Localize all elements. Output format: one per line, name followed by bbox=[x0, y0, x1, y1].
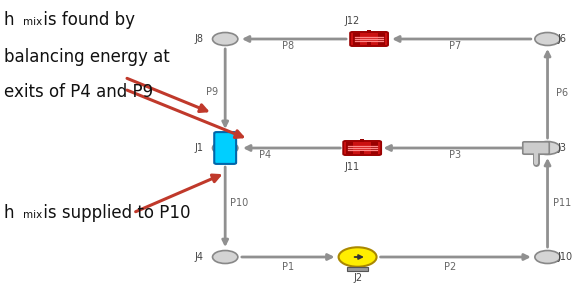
Text: P8: P8 bbox=[282, 41, 295, 52]
FancyBboxPatch shape bbox=[214, 132, 236, 164]
Circle shape bbox=[212, 250, 238, 263]
Circle shape bbox=[535, 141, 560, 155]
Text: J6: J6 bbox=[557, 34, 567, 44]
Text: P9: P9 bbox=[207, 87, 219, 97]
Circle shape bbox=[339, 247, 377, 267]
Circle shape bbox=[345, 250, 370, 263]
Text: P6: P6 bbox=[556, 89, 568, 99]
Text: mix: mix bbox=[23, 210, 42, 220]
Circle shape bbox=[357, 33, 382, 46]
Bar bbox=[347, 267, 368, 271]
Text: P10: P10 bbox=[230, 197, 249, 207]
Text: J11: J11 bbox=[344, 162, 359, 172]
Circle shape bbox=[535, 33, 560, 46]
Text: mix: mix bbox=[23, 17, 42, 27]
Bar bbox=[372, 142, 379, 154]
Text: exits of P4 and P9: exits of P4 and P9 bbox=[3, 83, 153, 101]
Text: P4: P4 bbox=[260, 150, 272, 160]
Text: is supplied to P10: is supplied to P10 bbox=[38, 204, 190, 222]
Text: J10: J10 bbox=[557, 252, 572, 262]
Text: P3: P3 bbox=[449, 150, 462, 160]
Text: h: h bbox=[3, 11, 14, 29]
Bar bbox=[353, 33, 360, 45]
Text: J4: J4 bbox=[195, 252, 204, 262]
Text: J12: J12 bbox=[344, 16, 359, 26]
FancyBboxPatch shape bbox=[523, 142, 549, 154]
Text: P1: P1 bbox=[282, 262, 295, 272]
Circle shape bbox=[212, 141, 238, 155]
FancyBboxPatch shape bbox=[350, 32, 388, 46]
Text: J3: J3 bbox=[557, 143, 567, 153]
Bar bbox=[379, 33, 385, 45]
Bar bbox=[367, 42, 372, 45]
Text: P2: P2 bbox=[444, 262, 456, 272]
Text: J2: J2 bbox=[353, 273, 362, 283]
Text: balancing energy at: balancing energy at bbox=[3, 48, 169, 66]
Text: h: h bbox=[3, 204, 14, 222]
Circle shape bbox=[212, 33, 238, 46]
Text: P7: P7 bbox=[449, 41, 462, 52]
Bar bbox=[367, 30, 372, 33]
FancyBboxPatch shape bbox=[343, 141, 381, 155]
Bar bbox=[360, 151, 365, 154]
Text: P11: P11 bbox=[553, 197, 571, 207]
Bar bbox=[360, 139, 365, 142]
Text: J1: J1 bbox=[195, 143, 204, 153]
Circle shape bbox=[535, 250, 560, 263]
Text: J8: J8 bbox=[195, 34, 204, 44]
Text: is found by: is found by bbox=[38, 11, 135, 29]
Bar bbox=[346, 142, 353, 154]
